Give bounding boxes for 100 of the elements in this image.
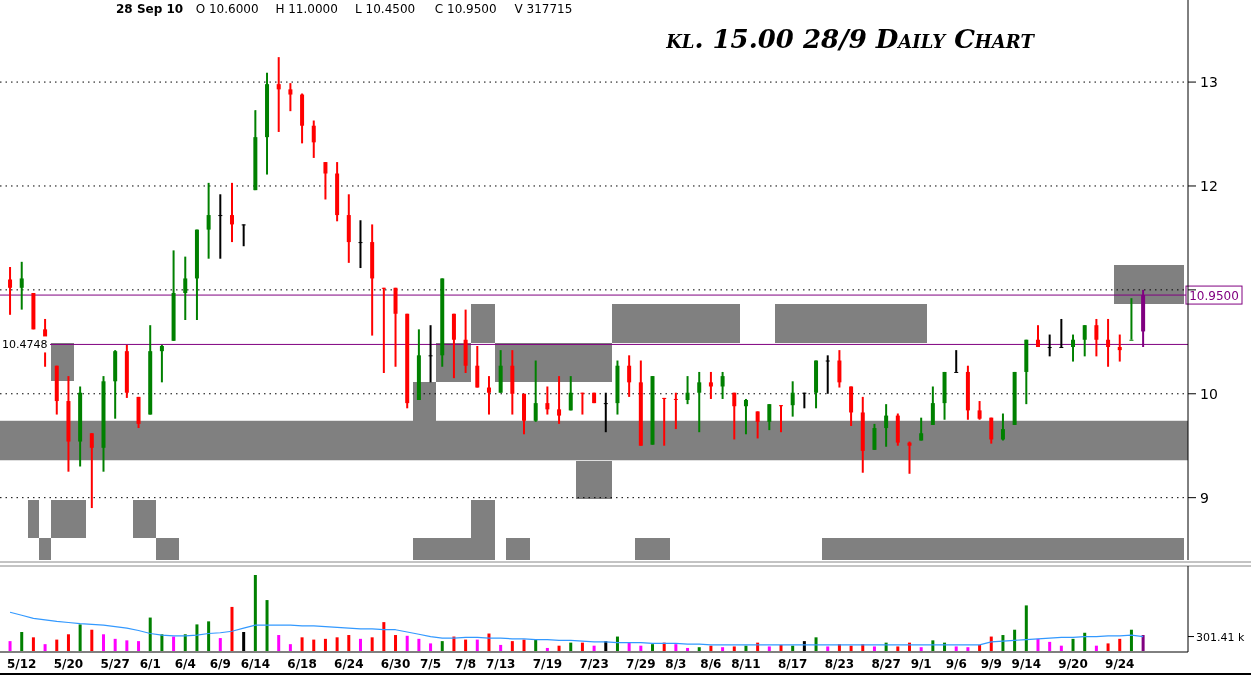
bar <box>113 638 117 651</box>
bar <box>744 645 748 651</box>
y-tick-label: 12 <box>1200 177 1218 194</box>
x-tick-label: 6/30 <box>380 657 411 671</box>
x-tick-label: 8/6 <box>700 657 722 671</box>
bar <box>966 647 970 651</box>
bar <box>615 636 619 651</box>
bar <box>394 635 398 651</box>
ref-line-label: 10.9500 <box>1189 288 1239 303</box>
candlestick <box>428 324 433 384</box>
x-tick-label: 7/13 <box>485 657 516 671</box>
candlestick <box>603 391 608 434</box>
x-tick-label: 6/18 <box>287 657 317 671</box>
bar <box>55 639 59 651</box>
candlestick <box>673 391 678 431</box>
candlestick <box>288 82 293 113</box>
bar <box>440 641 444 651</box>
x-tick-label: 5/12 <box>7 657 37 671</box>
bar <box>370 637 374 651</box>
candlestick <box>977 400 982 421</box>
text: kl. 15.00 28/9 Daily Chart <box>665 24 1036 54</box>
annotation: O 10.6000 <box>195 2 259 16</box>
bar <box>464 639 468 651</box>
bar <box>534 639 538 651</box>
candlestick <box>662 396 667 447</box>
bar <box>686 647 690 651</box>
x-tick-label: 7/19 <box>532 657 563 671</box>
bar <box>569 642 573 651</box>
bar <box>253 575 257 651</box>
bar <box>20 632 24 651</box>
bar <box>31 637 35 651</box>
candlestick <box>218 193 223 260</box>
x-tick-label: 6/14 <box>240 657 271 671</box>
bar <box>826 646 830 651</box>
candlestick <box>685 375 690 406</box>
bar <box>872 646 876 651</box>
candlestick <box>802 391 807 410</box>
candlestick <box>930 385 935 426</box>
candlestick <box>1071 333 1076 363</box>
y-tick-label: 13 <box>1200 74 1218 91</box>
bar <box>791 645 795 651</box>
bar <box>148 617 152 651</box>
bar <box>1094 645 1098 651</box>
candlestick <box>779 404 783 434</box>
candlestick <box>1000 412 1005 442</box>
annotation: V 317715 <box>514 2 573 16</box>
bar <box>499 644 503 651</box>
candlestick <box>872 422 877 451</box>
candlestick <box>533 359 538 423</box>
candlestick <box>697 370 702 434</box>
bar <box>172 636 176 651</box>
bar <box>1071 638 1075 651</box>
bar <box>592 645 596 651</box>
bar <box>417 638 421 651</box>
bar <box>335 637 339 651</box>
candlestick <box>545 385 550 416</box>
candlestick <box>708 370 713 400</box>
candlestick <box>790 380 795 418</box>
bar <box>207 621 211 651</box>
y-tick-label: 9 <box>1200 489 1209 506</box>
bar <box>954 646 958 651</box>
candlestick <box>580 391 585 416</box>
x-tick-label: 7/29 <box>626 657 656 671</box>
x-tick-label: 8/27 <box>871 657 901 671</box>
candlestick <box>720 370 725 400</box>
x-tick-label: 5/27 <box>100 657 130 671</box>
bar <box>382 622 386 651</box>
x-tick-label: 8/23 <box>824 657 855 671</box>
x-tick-label: 7/5 <box>420 657 442 671</box>
x-tick-label: 8/3 <box>665 657 687 671</box>
bar <box>1129 629 1133 651</box>
candlestick <box>919 416 924 442</box>
bar <box>265 600 269 651</box>
bar <box>8 641 12 651</box>
bar <box>230 606 234 651</box>
bar <box>66 634 70 651</box>
bar <box>90 629 94 651</box>
bar <box>43 644 47 651</box>
candlestick <box>557 375 562 425</box>
bar <box>1141 635 1145 651</box>
annotation: L 10.4500 <box>355 2 416 16</box>
candlestick <box>8 266 13 316</box>
x-tick-label: 5/20 <box>53 657 84 671</box>
x-tick-label: 7/8 <box>455 657 477 671</box>
candlestick <box>1047 333 1052 358</box>
bar <box>1118 638 1122 651</box>
x-tick-label: 9/9 <box>980 657 1002 671</box>
candlestick <box>568 375 573 412</box>
bar <box>1106 643 1110 651</box>
bar <box>510 641 514 651</box>
bar <box>545 647 549 651</box>
bar <box>1036 638 1040 651</box>
bar <box>732 646 736 651</box>
candlestick <box>89 432 94 510</box>
candlestick <box>19 260 24 311</box>
bar <box>102 634 105 651</box>
annotation: 28 Sep 10 <box>116 2 184 16</box>
x-tick-label: 9/20 <box>1058 657 1088 671</box>
bar <box>767 646 771 651</box>
x-tick-label: 9/14 <box>1011 657 1042 671</box>
